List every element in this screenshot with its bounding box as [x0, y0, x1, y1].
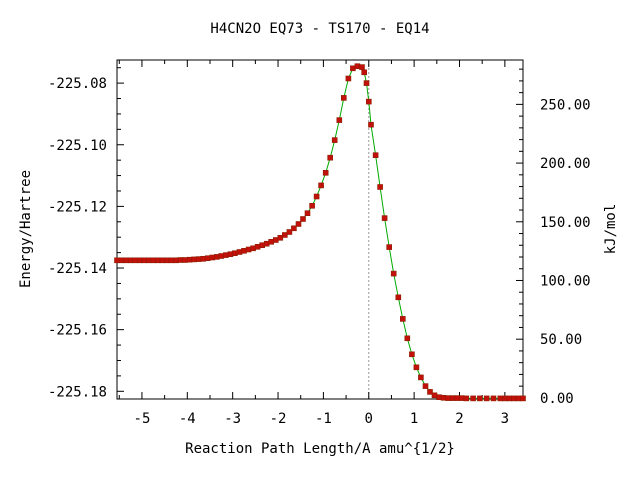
data-point	[218, 253, 225, 259]
data-point	[204, 255, 211, 261]
y-tick-label: -225.18	[48, 384, 107, 400]
data-point	[377, 184, 383, 190]
x-axis-ticks: -5 -4 -3 -2 -1 0 1 2 3	[118, 60, 509, 427]
data-point	[345, 75, 352, 82]
data-point	[322, 170, 329, 176]
data-point	[470, 395, 476, 402]
data-point	[490, 395, 497, 402]
y2-axis-label: kJ/mol	[603, 204, 619, 255]
x-tick-label: -2	[270, 411, 287, 427]
data-point	[281, 232, 288, 238]
y2-axis-ticks: 250.00 200.00 150.00 100.00 50.00 0.00	[516, 68, 591, 407]
energy-points	[114, 63, 526, 402]
data-point	[118, 257, 125, 264]
x-tick-label: -3	[224, 411, 241, 427]
data-point	[418, 374, 424, 381]
data-point	[363, 80, 370, 86]
data-point	[511, 395, 517, 402]
data-point	[340, 95, 347, 101]
x-tick-label: 3	[501, 411, 509, 427]
data-point	[268, 239, 275, 245]
data-point	[304, 210, 311, 216]
data-point	[483, 395, 490, 402]
x-tick-label: -5	[134, 411, 151, 427]
x-axis-label: Reaction Path Length/A amu^{1/2}	[185, 441, 455, 457]
y2-tick-label: 150.00	[540, 215, 591, 231]
x-tick-label: -4	[179, 411, 196, 427]
energy-curve	[117, 65, 523, 399]
data-point	[331, 137, 338, 143]
data-point	[300, 216, 306, 222]
data-point	[354, 63, 361, 70]
data-point	[191, 256, 197, 263]
data-point	[286, 229, 293, 235]
data-point	[327, 154, 334, 161]
data-point	[155, 257, 161, 264]
data-point	[368, 121, 374, 128]
x-tick-label: 1	[410, 411, 418, 427]
y-axis-label: Energy/Hartree	[18, 170, 34, 288]
y-tick-label: -225.10	[48, 138, 107, 154]
data-point	[182, 257, 188, 263]
chart-title: H4CN2O EQ73 - TS170 - EQ14	[210, 21, 429, 37]
data-point	[291, 225, 297, 232]
data-point	[361, 69, 368, 76]
y2-tick-label: 250.00	[540, 97, 591, 113]
data-point	[336, 117, 343, 123]
data-point	[390, 270, 397, 277]
data-point	[381, 215, 388, 221]
data-point	[409, 351, 415, 358]
data-point	[309, 203, 315, 209]
data-point	[431, 392, 438, 399]
data-point	[254, 244, 261, 250]
data-point	[440, 394, 447, 401]
data-point	[404, 335, 411, 342]
data-point	[386, 244, 393, 250]
y2-tick-label: 100.00	[540, 273, 591, 289]
data-point	[422, 383, 429, 389]
data-point	[463, 395, 470, 402]
data-point	[359, 64, 365, 70]
data-point	[372, 152, 379, 158]
y-tick-label: -225.16	[48, 323, 107, 339]
data-point	[427, 389, 433, 395]
x-tick-label: -1	[315, 411, 332, 427]
data-point	[395, 294, 402, 301]
data-point	[497, 395, 504, 402]
x-tick-label: 0	[365, 411, 373, 427]
data-point	[277, 235, 284, 241]
y2-tick-label: 200.00	[540, 156, 591, 172]
data-point	[168, 257, 175, 264]
data-point	[232, 250, 238, 256]
data-point	[477, 395, 483, 402]
y2-tick-label: 0.00	[540, 391, 574, 407]
plot-frame	[116, 59, 524, 400]
y-tick-label: -225.12	[48, 199, 107, 215]
data-point	[399, 316, 406, 322]
data-point	[313, 193, 320, 200]
y-axis-ticks: -225.08 -225.10 -225.12 -225.14 -225.16 -225.…	[48, 67, 124, 400]
data-point	[454, 395, 461, 401]
data-point	[241, 248, 247, 254]
data-point	[295, 221, 302, 227]
y-tick-label: -225.08	[48, 76, 107, 92]
data-point	[132, 257, 138, 264]
y2-tick-label: 50.00	[540, 332, 582, 348]
data-point	[318, 182, 324, 189]
data-point	[520, 395, 526, 402]
y-tick-label: -225.14	[48, 261, 107, 277]
data-point	[141, 257, 147, 264]
data-point	[365, 98, 372, 105]
data-point	[413, 364, 420, 371]
x-tick-label: 2	[455, 411, 463, 427]
